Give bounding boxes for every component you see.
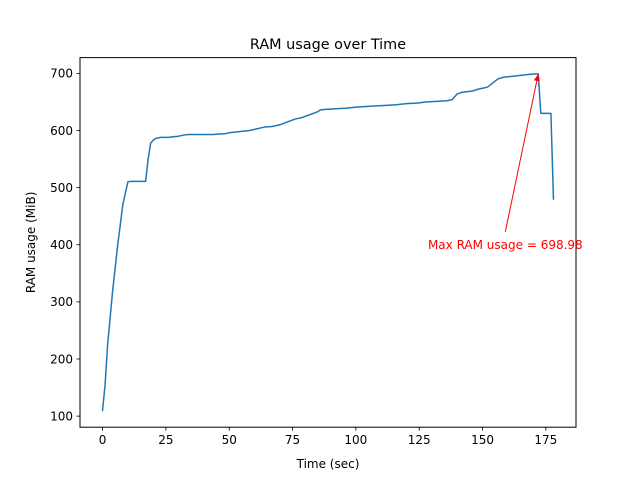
x-axis-ticks: 0 25 50 75 100 125 150 175	[99, 427, 557, 447]
max-annotation-arrow	[504, 73, 539, 232]
max-annotation: Max RAM usage = 698.98	[428, 73, 583, 252]
x-tick-label: 175	[534, 433, 557, 447]
chart-title: RAM usage over Time	[250, 37, 406, 53]
x-tick-label: 100	[344, 433, 367, 447]
y-axis-ticks: 100 200 300 400 500 600 700	[50, 67, 80, 423]
y-tick-label: 400	[50, 238, 73, 252]
x-tick-label: 75	[285, 433, 300, 447]
y-axis-label: RAM usage (MiB)	[24, 192, 38, 294]
x-tick-label: 0	[99, 433, 107, 447]
x-axis-label: Time (sec)	[296, 457, 360, 471]
max-annotation-label: Max RAM usage = 698.98	[428, 238, 583, 252]
max-annotation-arrowhead	[533, 73, 540, 82]
x-tick-label: 150	[471, 433, 494, 447]
y-tick-label: 500	[50, 181, 73, 195]
ram-usage-line	[101, 73, 555, 412]
x-tick-label: 25	[158, 433, 173, 447]
x-tick-label: 50	[222, 433, 237, 447]
axes-frame	[79, 57, 577, 428]
y-tick-label: 100	[50, 409, 73, 423]
plot-area	[79, 57, 577, 428]
y-tick-label: 600	[50, 124, 73, 138]
y-tick-label: 700	[50, 67, 73, 81]
y-tick-label: 200	[50, 352, 73, 366]
y-tick-label: 300	[50, 295, 73, 309]
x-tick-label: 125	[408, 433, 431, 447]
